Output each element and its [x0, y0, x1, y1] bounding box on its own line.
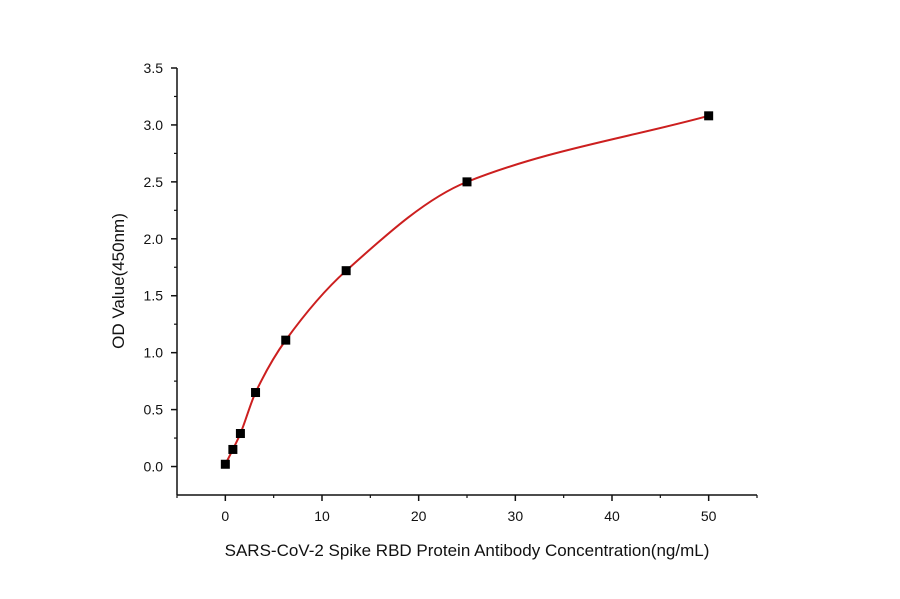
y-tick-label: 1.5 [144, 288, 164, 304]
x-tick-label: 40 [604, 508, 620, 524]
y-tick-label: 2.5 [144, 174, 164, 190]
x-tick-label: 50 [701, 508, 717, 524]
data-point [220, 459, 230, 469]
fit-curve [224, 114, 709, 465]
y-tick-label: 3.0 [144, 117, 164, 133]
x-tick-label: 0 [221, 508, 229, 524]
x-tick-label: 10 [314, 508, 330, 524]
x-tick-label: 20 [411, 508, 427, 524]
y-tick-label: 0.5 [144, 402, 164, 418]
y-tick-label: 2.0 [144, 231, 164, 247]
data-point [251, 388, 261, 398]
data-points [220, 111, 714, 469]
axes [171, 67, 758, 501]
y-tick-label: 3.5 [144, 60, 164, 76]
data-point [341, 266, 351, 276]
data-point [462, 177, 472, 187]
y-tick-label: 1.0 [144, 345, 164, 361]
y-tick-label: 0.0 [144, 459, 164, 475]
x-tick-label: 30 [508, 508, 524, 524]
data-point [228, 444, 238, 454]
data-point [235, 429, 245, 439]
tick-labels: 0 10 20 30 40 50 0.0 0.5 1.0 1.5 2.0 2.5 3.0 3.5 [144, 60, 717, 524]
y-axis-label: OD Value(450nm) [109, 213, 128, 349]
data-point [281, 335, 291, 345]
x-axis-label: SARS-CoV-2 Spike RBD Protein Antibody Co… [225, 541, 710, 560]
data-point [704, 111, 714, 121]
